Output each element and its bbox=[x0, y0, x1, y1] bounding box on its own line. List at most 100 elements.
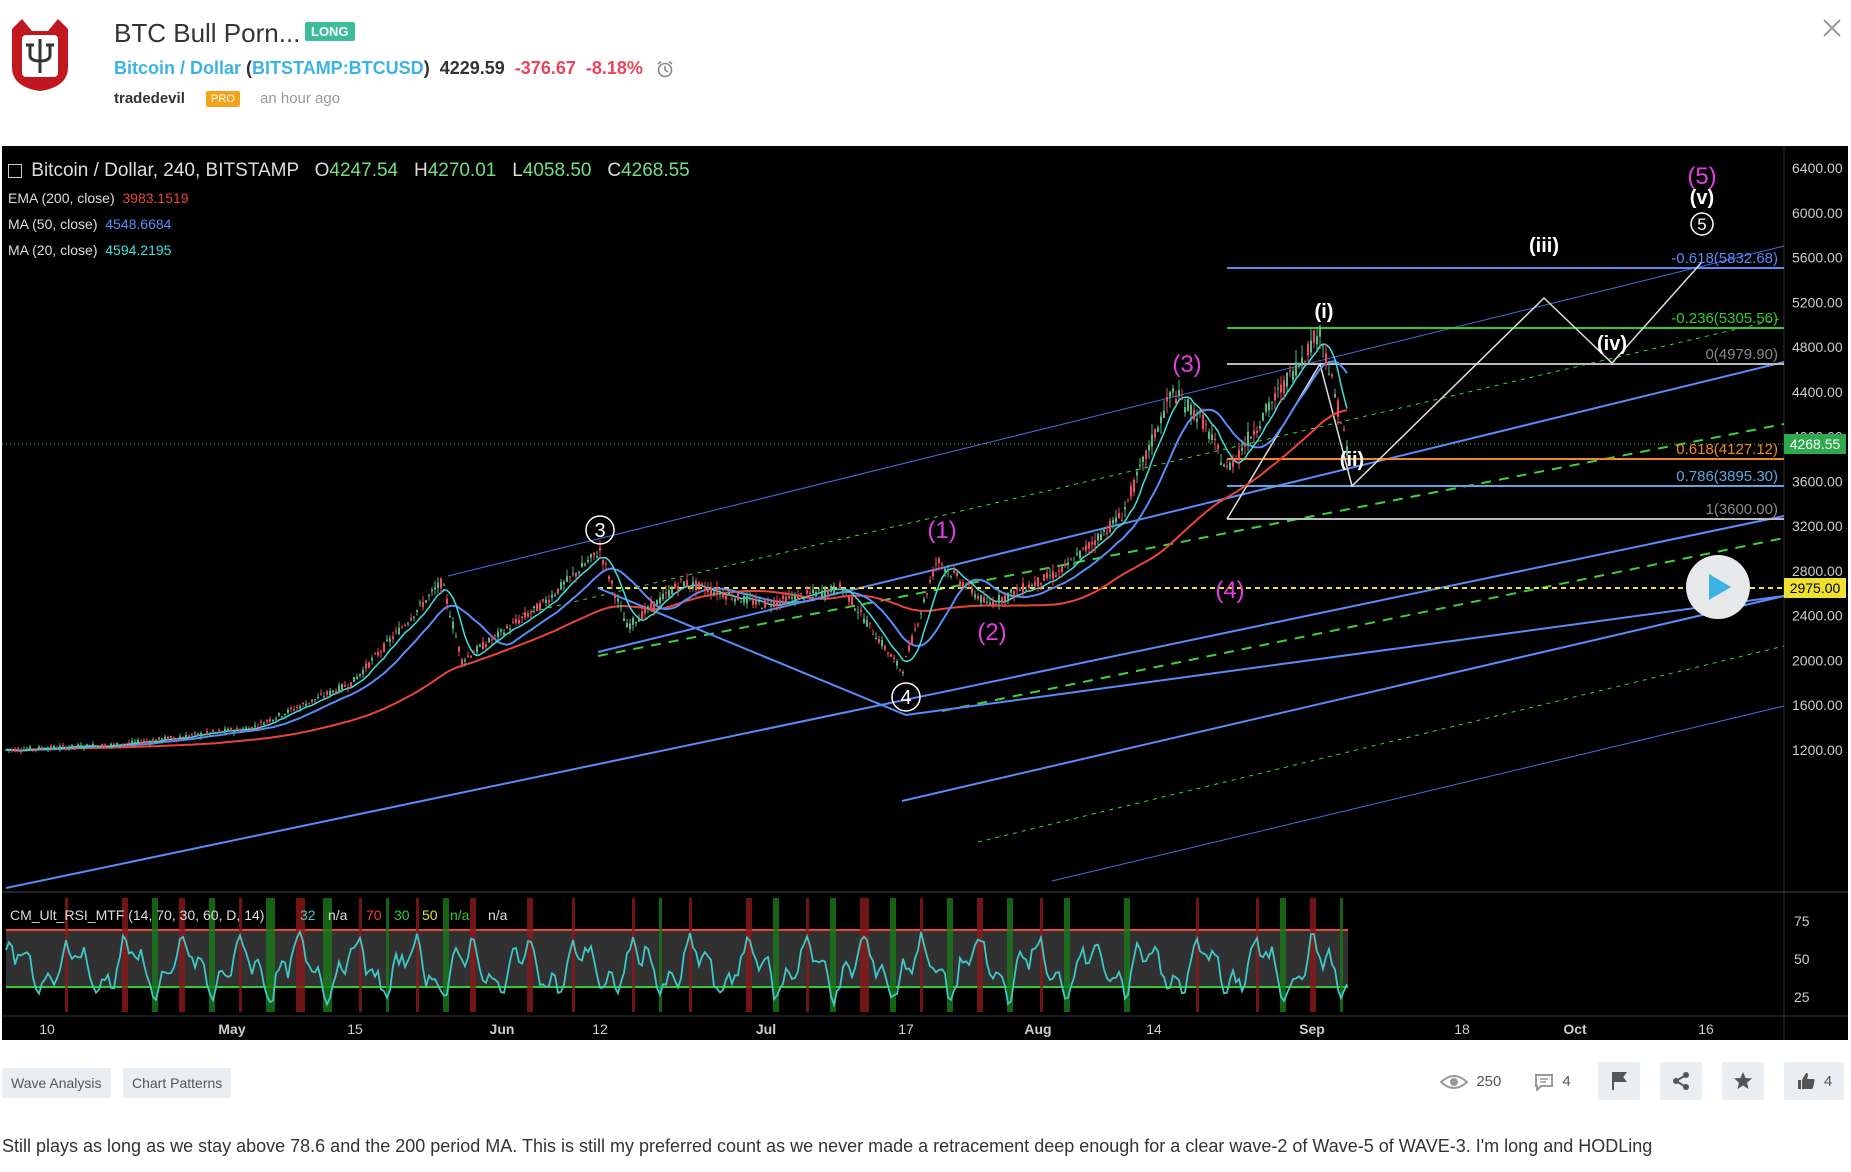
candle-body bbox=[101, 743, 103, 748]
report-button[interactable] bbox=[1598, 1062, 1640, 1100]
candle-body bbox=[329, 690, 331, 695]
comments-count: 4 bbox=[1562, 1073, 1571, 1090]
candle-body bbox=[1298, 362, 1300, 367]
symbol-name-link[interactable]: Bitcoin / Dollar bbox=[114, 58, 242, 78]
chart-canvas[interactable]: 3 4 (1) (2) (3) (4) (5) (i) (ii) (iii) (… bbox=[2, 146, 1848, 1040]
play-icon bbox=[1709, 574, 1731, 600]
star-icon bbox=[1734, 1072, 1752, 1089]
candle-body bbox=[1274, 393, 1276, 401]
candle-body bbox=[1085, 545, 1087, 551]
candle-body bbox=[191, 734, 193, 736]
candle-body bbox=[614, 594, 616, 598]
candle-body bbox=[884, 645, 886, 650]
legend-collapse-icon[interactable] bbox=[8, 163, 22, 178]
rsi-extreme-bar bbox=[1064, 898, 1067, 1012]
time-axis-tick: Jun bbox=[490, 1021, 515, 1037]
rsi-extreme-bar bbox=[689, 898, 692, 1012]
candle-body bbox=[401, 627, 403, 629]
candle-body bbox=[1340, 423, 1342, 425]
candle-body bbox=[794, 594, 796, 602]
tag-chart-patterns[interactable]: Chart Patterns bbox=[123, 1068, 232, 1098]
chart-area[interactable]: 3 4 (1) (2) (3) (4) (5) (i) (ii) (iii) (… bbox=[2, 146, 1848, 1040]
ema200-line bbox=[5, 409, 1348, 752]
candle-body bbox=[1184, 407, 1186, 413]
candle-body bbox=[476, 646, 478, 653]
candle-body bbox=[683, 581, 685, 587]
price-axis-tick: 5200.00 bbox=[1792, 294, 1843, 310]
candle-body bbox=[1037, 577, 1039, 587]
price-axis-tick: 1600.00 bbox=[1792, 697, 1843, 713]
time-axis: 10 May 15 Jun 12 Jul 17 Aug 14 Sep 18 Oct 16 bbox=[39, 1021, 1714, 1037]
fib-label-0618: 0.618(4127.12) bbox=[1676, 441, 1778, 458]
play-button[interactable] bbox=[1686, 555, 1750, 619]
candle-body bbox=[1226, 465, 1228, 468]
candle-body bbox=[1190, 404, 1192, 415]
candle-body bbox=[1187, 399, 1189, 411]
comments-stat[interactable]: 4 bbox=[1534, 1073, 1571, 1093]
legend-c-label: C bbox=[607, 160, 622, 181]
candle-body bbox=[587, 560, 589, 563]
rsi-extreme-bar bbox=[1256, 898, 1259, 1012]
alarm-clock-icon[interactable] bbox=[656, 60, 674, 78]
share-button[interactable] bbox=[1660, 1062, 1702, 1100]
rsi-extreme-bar bbox=[179, 898, 182, 1012]
candle-body bbox=[1154, 429, 1156, 438]
legend-title: Bitcoin / Dollar, 240, BITSTAMP bbox=[31, 160, 299, 181]
candle-body bbox=[821, 590, 823, 597]
candle-body bbox=[776, 600, 778, 605]
candle-body bbox=[1061, 566, 1063, 572]
candle-body bbox=[1112, 519, 1114, 524]
rsi-extreme-bar bbox=[152, 898, 155, 1012]
candle-body bbox=[881, 640, 883, 647]
candle-body bbox=[740, 601, 742, 603]
candle-body bbox=[200, 733, 202, 737]
price-axis-tick: 1200.00 bbox=[1792, 742, 1843, 758]
candle-body bbox=[1292, 371, 1294, 381]
candle-body bbox=[1067, 562, 1069, 565]
candle-body bbox=[1289, 370, 1291, 372]
author-name[interactable]: tradedevil bbox=[114, 90, 185, 107]
candle-body bbox=[797, 594, 799, 601]
candle-body bbox=[1181, 398, 1183, 400]
rsi-extreme-bar bbox=[773, 898, 776, 1012]
candle-body bbox=[428, 595, 430, 597]
candle-body bbox=[1163, 411, 1165, 419]
close-icon[interactable] bbox=[1820, 16, 1844, 40]
candle-body bbox=[497, 631, 499, 638]
rsi-extreme-bar bbox=[527, 898, 530, 1012]
rsi-extreme-bar bbox=[326, 898, 329, 1012]
time-axis-tick: Oct bbox=[1563, 1021, 1587, 1037]
like-button[interactable]: 4 bbox=[1784, 1062, 1844, 1100]
candle-body bbox=[869, 622, 871, 624]
candle-body bbox=[74, 746, 76, 748]
candle-body bbox=[770, 605, 772, 607]
symbol-ticker-link[interactable]: BITSTAMP:BTCUSD bbox=[252, 58, 424, 78]
candle-body bbox=[275, 718, 277, 720]
tag-wave-analysis[interactable]: Wave Analysis bbox=[2, 1068, 111, 1098]
likes-count: 4 bbox=[1823, 1072, 1833, 1090]
ma20-line bbox=[5, 343, 1348, 752]
candle-body bbox=[404, 624, 406, 626]
candle-body bbox=[1310, 340, 1312, 353]
comment-icon bbox=[1535, 1074, 1553, 1093]
share-icon bbox=[1673, 1072, 1689, 1090]
candle-body bbox=[536, 603, 538, 612]
rsi-extreme-bar bbox=[632, 898, 635, 1012]
candle-body bbox=[632, 617, 634, 625]
candle-body bbox=[623, 618, 625, 621]
candle-body bbox=[1013, 590, 1015, 597]
candle-body bbox=[905, 656, 907, 658]
candle-body bbox=[47, 748, 49, 751]
author-avatar[interactable] bbox=[8, 17, 72, 91]
candle-body bbox=[509, 628, 511, 631]
candle-body bbox=[59, 746, 61, 749]
channel-outer-bottom bbox=[1051, 705, 1785, 882]
rsi-extreme-bar bbox=[833, 898, 836, 1012]
favorite-button[interactable] bbox=[1722, 1062, 1764, 1100]
candle-body bbox=[788, 595, 790, 599]
candle-body bbox=[1205, 423, 1207, 425]
candle-body bbox=[812, 589, 814, 594]
candle-body bbox=[1265, 404, 1267, 412]
candle-body bbox=[8, 749, 10, 751]
candle-body bbox=[779, 600, 781, 605]
